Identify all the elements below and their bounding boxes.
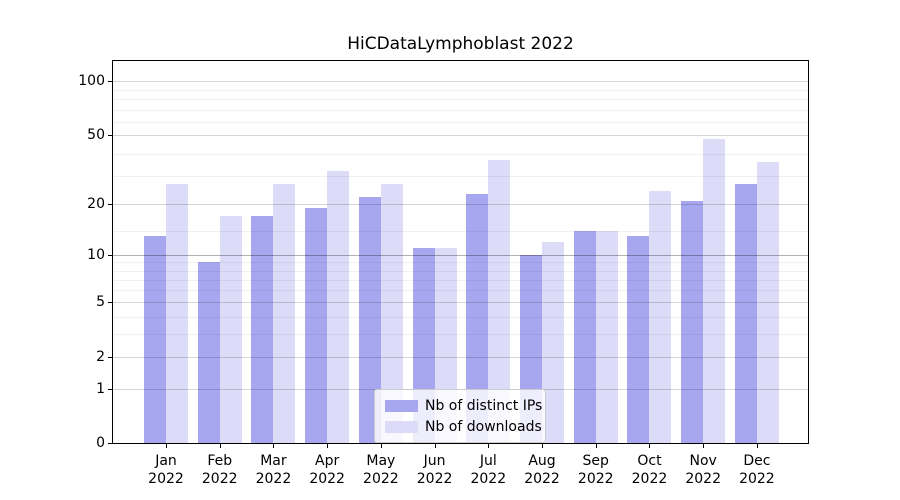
legend-label-distinct-ips: Nb of distinct IPs bbox=[425, 397, 543, 414]
bar-distinct-ips-mar bbox=[251, 216, 274, 443]
gridline-minor bbox=[113, 262, 808, 264]
gridline-minor bbox=[113, 121, 808, 123]
y-tick-mark bbox=[108, 443, 112, 444]
y-tick-label: 50 bbox=[87, 126, 105, 143]
gridline-minor bbox=[113, 176, 808, 178]
gridline-minor bbox=[113, 99, 808, 101]
y-tick-label: 2 bbox=[96, 348, 105, 365]
bar-distinct-ips-oct bbox=[627, 235, 650, 443]
gridline-minor bbox=[113, 290, 808, 292]
y-tick-mark bbox=[108, 388, 112, 390]
bar-downloads-apr bbox=[327, 171, 350, 443]
x-tick-label: Jun 2022 bbox=[416, 453, 453, 487]
bar-distinct-ips-jul bbox=[466, 193, 489, 443]
x-tick-mark bbox=[542, 444, 544, 448]
x-tick-label: Oct 2022 bbox=[631, 453, 668, 487]
y-tick-label: 100 bbox=[78, 73, 105, 89]
bar-distinct-ips-nov bbox=[681, 200, 704, 443]
y-tick-label: 5 bbox=[96, 294, 105, 311]
bar-downloads-may bbox=[380, 184, 403, 443]
y-tick-label: 10 bbox=[87, 246, 105, 263]
x-tick-label: Aug 2022 bbox=[524, 453, 560, 487]
y-tick-mark bbox=[108, 302, 112, 304]
bar-downloads-jan bbox=[166, 184, 188, 443]
x-tick-label: Nov 2022 bbox=[685, 453, 721, 487]
legend: Nb of distinct IPs Nb of downloads bbox=[374, 389, 546, 443]
gridline-major bbox=[113, 204, 808, 206]
gridline-minor bbox=[113, 90, 808, 92]
x-tick-mark bbox=[219, 444, 221, 448]
bar-downloads-sep bbox=[595, 230, 618, 443]
bar-downloads-nov bbox=[703, 139, 726, 443]
legend-swatch-distinct-ips bbox=[385, 399, 418, 412]
x-tick-mark bbox=[434, 444, 436, 448]
bar-downloads-mar bbox=[273, 184, 296, 443]
x-tick-mark bbox=[380, 444, 382, 448]
gridline-major bbox=[113, 356, 808, 358]
x-tick-label: Jul 2022 bbox=[470, 453, 507, 487]
x-tick-label: Feb 2022 bbox=[201, 453, 238, 487]
x-tick-label: Dec 2022 bbox=[739, 453, 775, 487]
x-tick-mark bbox=[327, 444, 329, 448]
x-tick-mark bbox=[166, 444, 167, 448]
gridline-major bbox=[113, 81, 808, 82]
x-tick-label: Sep 2022 bbox=[577, 453, 614, 487]
bar-distinct-ips-apr bbox=[305, 208, 328, 443]
chart-title: HiCDataLymphoblast 2022 bbox=[347, 34, 574, 54]
bar-distinct-ips-jan bbox=[144, 235, 166, 443]
bar-downloads-feb bbox=[219, 216, 242, 443]
bar-downloads-dec bbox=[756, 161, 779, 443]
y-tick-mark bbox=[108, 254, 112, 256]
x-tick-label: Apr 2022 bbox=[309, 453, 345, 487]
x-tick-label: May 2022 bbox=[363, 453, 399, 487]
x-tick-label: Jan 2022 bbox=[148, 453, 184, 487]
gridline-minor bbox=[113, 153, 808, 155]
legend-item-downloads: Nb of downloads bbox=[385, 416, 542, 437]
bar-downloads-aug bbox=[542, 241, 565, 443]
y-tick-label: 20 bbox=[87, 196, 105, 213]
gridline-minor bbox=[113, 270, 808, 272]
x-tick-mark bbox=[703, 444, 705, 448]
y-tick-label: 1 bbox=[96, 380, 105, 397]
x-tick-mark bbox=[488, 444, 490, 448]
gridline-minor bbox=[113, 279, 808, 281]
legend-swatch-downloads bbox=[385, 420, 418, 433]
x-tick-mark bbox=[273, 444, 275, 448]
x-tick-mark bbox=[756, 444, 758, 448]
bar-downloads-oct bbox=[649, 190, 672, 443]
x-tick-mark bbox=[595, 444, 597, 448]
x-tick-mark bbox=[649, 444, 651, 448]
gridline-major bbox=[113, 302, 808, 304]
x-tick-label: Mar 2022 bbox=[255, 453, 292, 487]
gridline-major bbox=[113, 254, 808, 256]
gridline-minor bbox=[113, 109, 808, 111]
y-tick-label: 0 bbox=[96, 435, 105, 451]
legend-label-downloads: Nb of downloads bbox=[425, 418, 542, 435]
y-tick-mark bbox=[108, 81, 112, 82]
gridline-minor bbox=[113, 230, 808, 232]
bar-distinct-ips-feb bbox=[197, 262, 220, 443]
bar-distinct-ips-sep bbox=[573, 230, 596, 443]
y-tick-mark bbox=[108, 204, 112, 206]
y-tick-mark bbox=[108, 134, 112, 136]
bar-distinct-ips-dec bbox=[734, 184, 757, 443]
gridline-minor bbox=[113, 316, 808, 318]
gridline-minor bbox=[113, 334, 808, 336]
gridline-major bbox=[113, 134, 808, 136]
legend-item-distinct-ips: Nb of distinct IPs bbox=[385, 395, 542, 416]
y-tick-mark bbox=[108, 356, 112, 358]
bar-downloads-jul bbox=[488, 159, 511, 443]
bar-distinct-ips-may bbox=[358, 197, 381, 443]
